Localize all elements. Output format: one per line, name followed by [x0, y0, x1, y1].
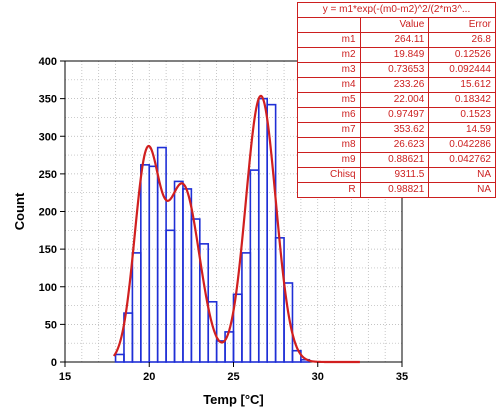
fit-table-row: m8 26.623 0.042286	[297, 137, 496, 153]
x-tick-label: 15	[59, 371, 71, 383]
fit-table-row: m6 0.97497 0.1523	[297, 107, 496, 123]
histogram-bar	[148, 165, 159, 363]
param-value: 0.88621	[359, 152, 430, 168]
param-error: 0.092444	[428, 62, 496, 78]
param-error: 0.1523	[428, 107, 496, 123]
column-header-name	[297, 17, 361, 33]
param-error: 0.042286	[428, 137, 496, 153]
histogram-bar	[182, 188, 193, 363]
param-error: 0.042762	[428, 152, 496, 168]
histogram-bar	[283, 282, 294, 363]
histogram-bar	[140, 164, 151, 363]
column-header-value: Value	[359, 17, 430, 33]
param-value: 0.73653	[359, 62, 430, 78]
fit-table-row: m5 22.004 0.18342	[297, 92, 496, 108]
x-tick-label: 20	[143, 371, 155, 383]
param-error: NA	[428, 182, 496, 198]
param-value: 9311.5	[359, 167, 430, 183]
fit-table-column-row: Value Error	[297, 17, 496, 33]
param-name: m9	[297, 152, 361, 168]
fit-table-row: m1 264.11 26.8	[297, 32, 496, 48]
histogram-bar	[131, 252, 142, 363]
fit-table-row: m4 233.26 15.612	[297, 77, 496, 93]
fit-table-row: Chisq 9311.5 NA	[297, 167, 496, 183]
param-value: 26.623	[359, 137, 430, 153]
param-name: m6	[297, 107, 361, 123]
fit-parameters-table: y = m1*exp(-(m0-m2)^2/(2*m3^... Value Er…	[297, 2, 496, 198]
param-error: NA	[428, 167, 496, 183]
x-tick-label: 35	[396, 371, 408, 383]
param-value: 0.97497	[359, 107, 430, 123]
param-value: 0.98821	[359, 182, 430, 198]
param-value: 233.26	[359, 77, 430, 93]
x-tick-label: 30	[312, 371, 324, 383]
histogram-bar	[215, 340, 226, 363]
y-tick-label: 200	[39, 207, 57, 219]
param-name: m3	[297, 62, 361, 78]
fit-table-row: m2 19.849 0.12526	[297, 47, 496, 63]
y-tick-label: 250	[39, 169, 57, 181]
y-tick-label: 100	[39, 282, 57, 294]
param-name: m2	[297, 47, 361, 63]
y-tick-label: 350	[39, 94, 57, 106]
histogram-bar	[165, 229, 176, 363]
param-value: 22.004	[359, 92, 430, 108]
fit-curve	[112, 94, 360, 364]
param-error: 0.18342	[428, 92, 496, 108]
histogram-bar	[207, 300, 218, 363]
param-value: 264.11	[359, 32, 430, 48]
y-tick-label: 300	[39, 131, 57, 143]
histogram-bar	[266, 103, 277, 363]
param-name: m4	[297, 77, 361, 93]
fit-table-header-row: y = m1*exp(-(m0-m2)^2/(2*m3^...	[297, 2, 496, 18]
histogram-bar	[249, 169, 260, 363]
x-axis-label: Temp [°C]	[203, 392, 264, 407]
param-name: m7	[297, 122, 361, 138]
fit-table-row: R 0.98821 NA	[297, 182, 496, 198]
histogram-bar	[114, 353, 125, 363]
param-name: m8	[297, 137, 361, 153]
param-name: R	[297, 182, 361, 198]
param-name: Chisq	[297, 167, 361, 183]
histogram-bar	[190, 218, 201, 363]
y-tick-label: 50	[45, 319, 57, 331]
fit-table-row: m3 0.73653 0.092444	[297, 62, 496, 78]
fit-equation: y = m1*exp(-(m0-m2)^2/(2*m3^...	[297, 2, 496, 18]
x-tick-label: 25	[227, 371, 239, 383]
histogram-bar	[241, 252, 252, 363]
param-name: m1	[297, 32, 361, 48]
param-error: 0.12526	[428, 47, 496, 63]
param-error: 26.8	[428, 32, 496, 48]
param-value: 19.849	[359, 47, 430, 63]
histogram-bar	[274, 237, 285, 363]
param-error: 15.612	[428, 77, 496, 93]
histogram-bar	[173, 180, 184, 363]
fit-table-row: m9 0.88621 0.042762	[297, 152, 496, 168]
fit-table-row: m7 353.62 14.59	[297, 122, 496, 138]
y-tick-label: 150	[39, 244, 57, 256]
y-tick-label: 0	[51, 357, 57, 369]
y-tick-label: 400	[39, 56, 57, 68]
column-header-error: Error	[428, 17, 496, 33]
param-value: 353.62	[359, 122, 430, 138]
param-error: 14.59	[428, 122, 496, 138]
y-axis-label: Count	[12, 192, 27, 230]
param-name: m5	[297, 92, 361, 108]
